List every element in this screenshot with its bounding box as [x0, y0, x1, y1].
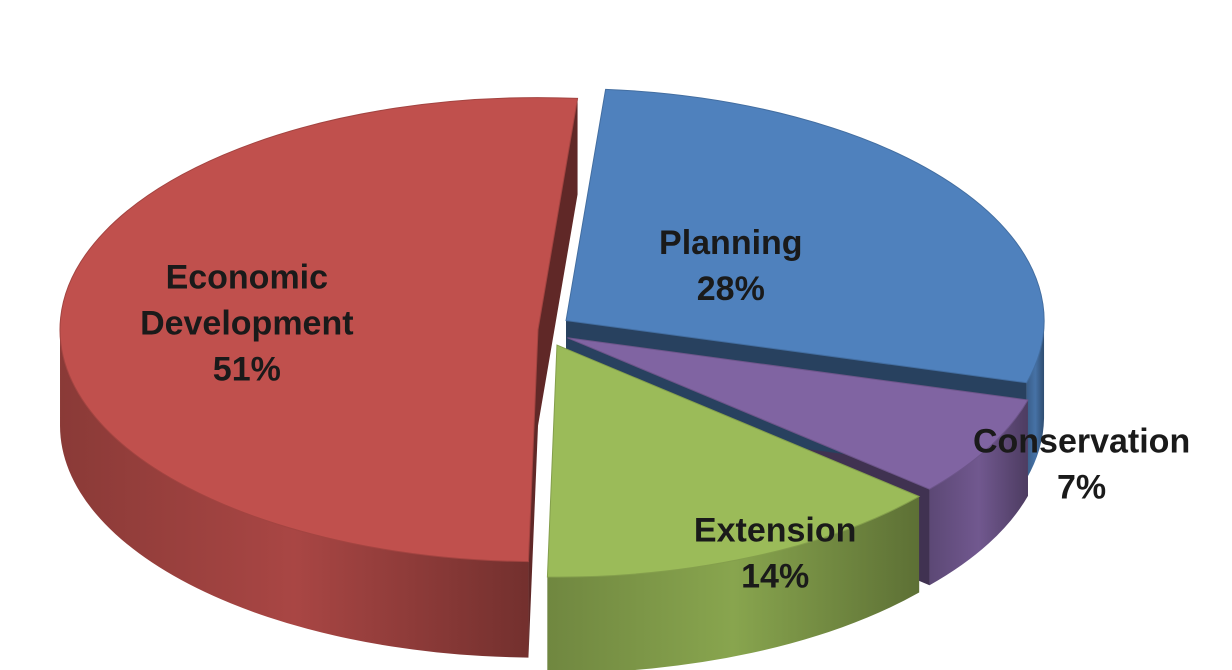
- pie-side-conservation: [929, 399, 1028, 586]
- pie-label-planning: Planning 28%: [659, 224, 803, 308]
- pie-category-label: Extension: [694, 511, 856, 549]
- pie-slice-economic-development: [59, 97, 579, 563]
- pie-slice-conservation: [567, 337, 1029, 490]
- pie-value-label: 7%: [1057, 468, 1106, 506]
- pie-cut-economic-development-0: [528, 329, 539, 658]
- pie-label-extension: Extension 14%: [694, 511, 856, 595]
- pie-value-label: 28%: [697, 270, 765, 308]
- pie-value-label: 51%: [213, 350, 281, 388]
- pie-label-economic-development: Economic Development 51%: [140, 258, 354, 388]
- pie-category-label: Development: [140, 304, 354, 342]
- pie-side-planning: [1026, 322, 1045, 479]
- pie-labels: Economic Development 51% Planning 28% Conserv…: [140, 224, 1190, 595]
- pie-slice-planning: [565, 88, 1045, 384]
- pie-side-economic-development: [60, 330, 529, 658]
- pie-label-conservation: Conservation 7%: [973, 422, 1190, 506]
- pie-category-label: Conservation: [973, 422, 1190, 460]
- pie-category-label: Planning: [659, 224, 803, 262]
- pie-slice-extension: [546, 344, 921, 578]
- pie-value-label: 14%: [741, 557, 809, 595]
- pie-slice-tops: [59, 88, 1045, 578]
- pie-category-label: Economic: [166, 258, 328, 296]
- pie-cut-economic-development-1: [538, 98, 578, 426]
- pie-side-extension: [547, 496, 920, 670]
